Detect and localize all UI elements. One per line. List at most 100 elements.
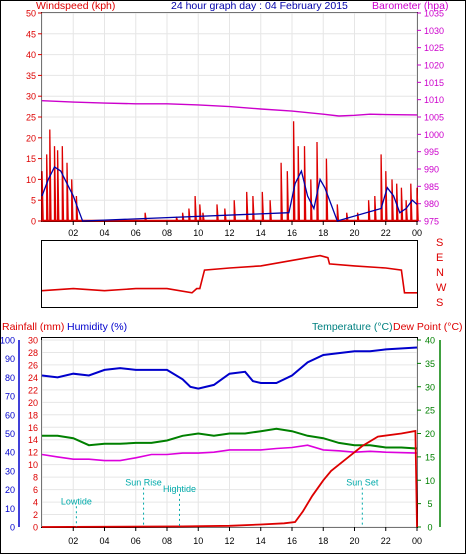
- baro-y-tick-label: 1030: [424, 26, 444, 36]
- wind-y-tick-label: 30: [26, 92, 36, 102]
- rain-y-tick-label: 4: [33, 498, 38, 508]
- humidity-y-tick-label: 90: [5, 354, 15, 364]
- temp-x-tick-label: 02: [68, 536, 78, 546]
- rain-y-tick-label: 10: [28, 460, 38, 470]
- humidity-title: Humidity (%): [67, 321, 127, 333]
- baro-y-tick-label: 995: [424, 147, 439, 157]
- baro-y-tick-label: 990: [424, 165, 439, 175]
- rain-y-tick-label: 16: [28, 423, 38, 433]
- temp-x-axis: 02 04 06 08 10 12 14 16 18 20 22 00: [68, 527, 422, 546]
- temp-x-tick-label: 14: [256, 536, 266, 546]
- humidity-y-tick-label: 40: [5, 448, 15, 458]
- barometer-line: [41, 100, 418, 117]
- humidity-y-tick-label: 50: [5, 429, 15, 439]
- baro-y-tick-label: 980: [424, 199, 439, 209]
- wind-x-tick-label: 00: [412, 228, 422, 238]
- temp-y-tick-label: 30: [425, 382, 435, 392]
- rain-y-tick-label: 18: [28, 410, 38, 420]
- baro-y-tick-label: 975: [424, 217, 439, 227]
- temp-x-tick-label: 00: [412, 536, 422, 546]
- rain-y-tick-label: 14: [28, 435, 38, 445]
- wind-x-tick-label: 02: [68, 228, 78, 238]
- wind-y-tick-label: 35: [26, 71, 36, 81]
- rain-y-tick-label: 8: [33, 473, 38, 483]
- baro-y-tick-label: 985: [424, 182, 439, 192]
- event-marker-label: Sun Set: [346, 478, 379, 488]
- baro-right-axis: 975 980 985 990 995 1000 1005 1010 1015 1020 1025 1…: [417, 9, 444, 227]
- rain-y-tick-label: 6: [33, 485, 38, 495]
- wind-y-tick-label: 20: [26, 133, 36, 143]
- wind-x-tick-label: 16: [287, 228, 297, 238]
- windspeed-title: Windspeed (kph): [36, 0, 115, 12]
- dewpoint-title: Dew Point (°C): [393, 321, 463, 333]
- wind-panel-grid: [41, 12, 418, 222]
- average-wind-line: [41, 165, 418, 222]
- temp-panel-axes: 0246810121416182022242628300102030405060…: [0, 336, 441, 533]
- temp-plot: [41, 346, 418, 528]
- wind-x-tick-label: 12: [224, 228, 234, 238]
- direction-plot: [41, 254, 417, 294]
- rain-y-tick-label: 20: [28, 398, 38, 408]
- direction-panel-frame: [41, 240, 418, 308]
- rain-y-tick-label: 24: [28, 373, 38, 383]
- temp-y-tick-label: 0: [427, 523, 432, 533]
- wind-y-tick-label: 15: [26, 154, 36, 164]
- wind-y-tick-label: 0: [31, 217, 36, 227]
- wind-x-tick-label: 04: [99, 228, 109, 238]
- temp-x-tick-label: 18: [318, 536, 328, 546]
- wind-y-tick-label: 45: [26, 29, 36, 39]
- direction-label: S: [436, 297, 443, 309]
- wind-x-tick-label: 20: [349, 228, 359, 238]
- wind-plot: [41, 100, 419, 222]
- temp-x-tick-label: 04: [99, 536, 109, 546]
- baro-y-tick-label: 1025: [424, 43, 444, 53]
- temp-x-tick-label: 12: [224, 536, 234, 546]
- humidity-y-tick-label: 20: [5, 485, 15, 495]
- rain-y-tick-label: 28: [28, 348, 38, 358]
- direction-label: W: [436, 282, 447, 294]
- humidity-y-tick-label: 100: [0, 336, 15, 346]
- wind-x-axis: 02 04 06 08 10 12 14 16 18 20 22 00: [68, 221, 422, 238]
- temp-x-tick-label: 10: [193, 536, 203, 546]
- temp-x-tick-label: 16: [287, 536, 297, 546]
- rain-y-tick-label: 30: [28, 336, 38, 346]
- baro-y-tick-label: 1035: [424, 9, 444, 19]
- temp-y-tick-label: 35: [425, 359, 435, 369]
- humidity-y-tick-label: 80: [5, 373, 15, 383]
- humidity-y-tick-label: 0: [10, 523, 15, 533]
- event-marker-label: Lowtide: [61, 496, 92, 506]
- barometer-title: Barometer (hpa): [372, 0, 448, 12]
- wind-x-tick-label: 08: [162, 228, 172, 238]
- temp-y-tick-label: 25: [425, 406, 435, 416]
- wind-y-tick-label: 25: [26, 113, 36, 123]
- wind-y-tick-label: 40: [26, 50, 36, 60]
- humidity-y-tick-label: 60: [5, 410, 15, 420]
- temp-x-tick-label: 22: [381, 536, 391, 546]
- wind-x-tick-label: 10: [193, 228, 203, 238]
- event-marker-label: Sun Rise: [125, 478, 162, 488]
- temperature-line: [42, 427, 418, 450]
- rain-y-tick-label: 2: [33, 510, 38, 520]
- temperature-title: Temperature (°C): [312, 321, 393, 333]
- dewpoint-line: [41, 444, 418, 462]
- rain-y-tick-label: 12: [28, 448, 38, 458]
- wind-y-tick-label: 10: [26, 175, 36, 185]
- humidity-y-tick-label: 70: [5, 392, 15, 402]
- wind-direction-line: [41, 254, 417, 294]
- wind-left-axis: 0 5 10 15 20 25 30 35 40 45 50: [26, 9, 42, 227]
- baro-y-tick-label: 1000: [424, 130, 444, 140]
- humidity-y-tick-label: 10: [5, 504, 15, 514]
- humidity-y-tick-label: 30: [5, 466, 15, 476]
- graph-day-title: 24 hour graph day : 04 February 2015: [171, 0, 348, 12]
- humidity-line: [41, 346, 418, 390]
- rainfall-line: [41, 429, 418, 528]
- direction-label: S: [436, 237, 443, 249]
- rain-y-tick-label: 26: [28, 360, 38, 370]
- temp-y-tick-label: 10: [425, 476, 435, 486]
- windspeed-line: [41, 121, 419, 222]
- temp-y-tick-label: 15: [425, 452, 435, 462]
- rain-y-tick-label: 22: [28, 385, 38, 395]
